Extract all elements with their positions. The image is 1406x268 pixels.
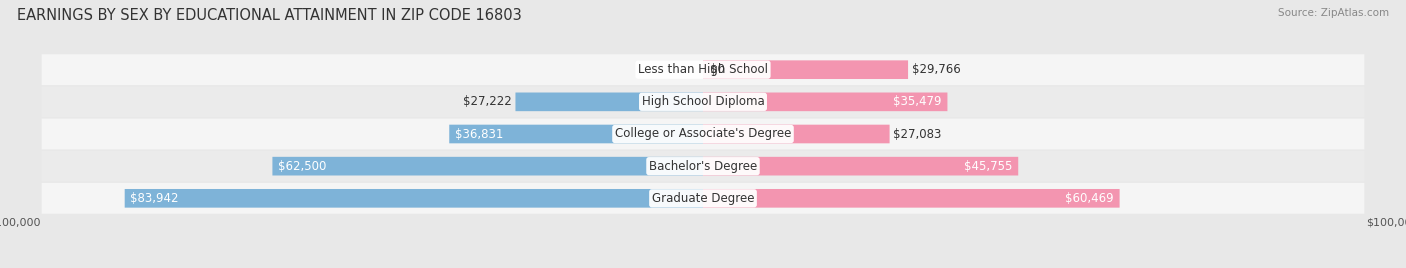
Text: $27,222: $27,222 <box>463 95 512 108</box>
FancyBboxPatch shape <box>42 86 1364 117</box>
Text: $29,766: $29,766 <box>911 63 960 76</box>
Text: College or Associate's Degree: College or Associate's Degree <box>614 128 792 140</box>
FancyBboxPatch shape <box>125 189 703 208</box>
FancyBboxPatch shape <box>42 151 1364 182</box>
Text: $35,479: $35,479 <box>893 95 942 108</box>
FancyBboxPatch shape <box>450 125 703 143</box>
FancyBboxPatch shape <box>703 189 1119 208</box>
FancyBboxPatch shape <box>516 92 703 111</box>
FancyBboxPatch shape <box>273 157 703 176</box>
Text: High School Diploma: High School Diploma <box>641 95 765 108</box>
Text: $62,500: $62,500 <box>278 160 326 173</box>
FancyBboxPatch shape <box>42 118 1364 150</box>
FancyBboxPatch shape <box>703 125 890 143</box>
Text: Less than High School: Less than High School <box>638 63 768 76</box>
FancyBboxPatch shape <box>703 60 908 79</box>
Text: Source: ZipAtlas.com: Source: ZipAtlas.com <box>1278 8 1389 18</box>
FancyBboxPatch shape <box>703 92 948 111</box>
Text: $83,942: $83,942 <box>131 192 179 205</box>
Text: $45,755: $45,755 <box>965 160 1012 173</box>
Text: $60,469: $60,469 <box>1066 192 1114 205</box>
FancyBboxPatch shape <box>703 157 1018 176</box>
Text: EARNINGS BY SEX BY EDUCATIONAL ATTAINMENT IN ZIP CODE 16803: EARNINGS BY SEX BY EDUCATIONAL ATTAINMEN… <box>17 8 522 23</box>
Text: $36,831: $36,831 <box>454 128 503 140</box>
Text: $0: $0 <box>710 63 724 76</box>
FancyBboxPatch shape <box>42 54 1364 85</box>
Text: Bachelor's Degree: Bachelor's Degree <box>650 160 756 173</box>
Text: Graduate Degree: Graduate Degree <box>652 192 754 205</box>
FancyBboxPatch shape <box>42 183 1364 214</box>
Text: $27,083: $27,083 <box>893 128 942 140</box>
